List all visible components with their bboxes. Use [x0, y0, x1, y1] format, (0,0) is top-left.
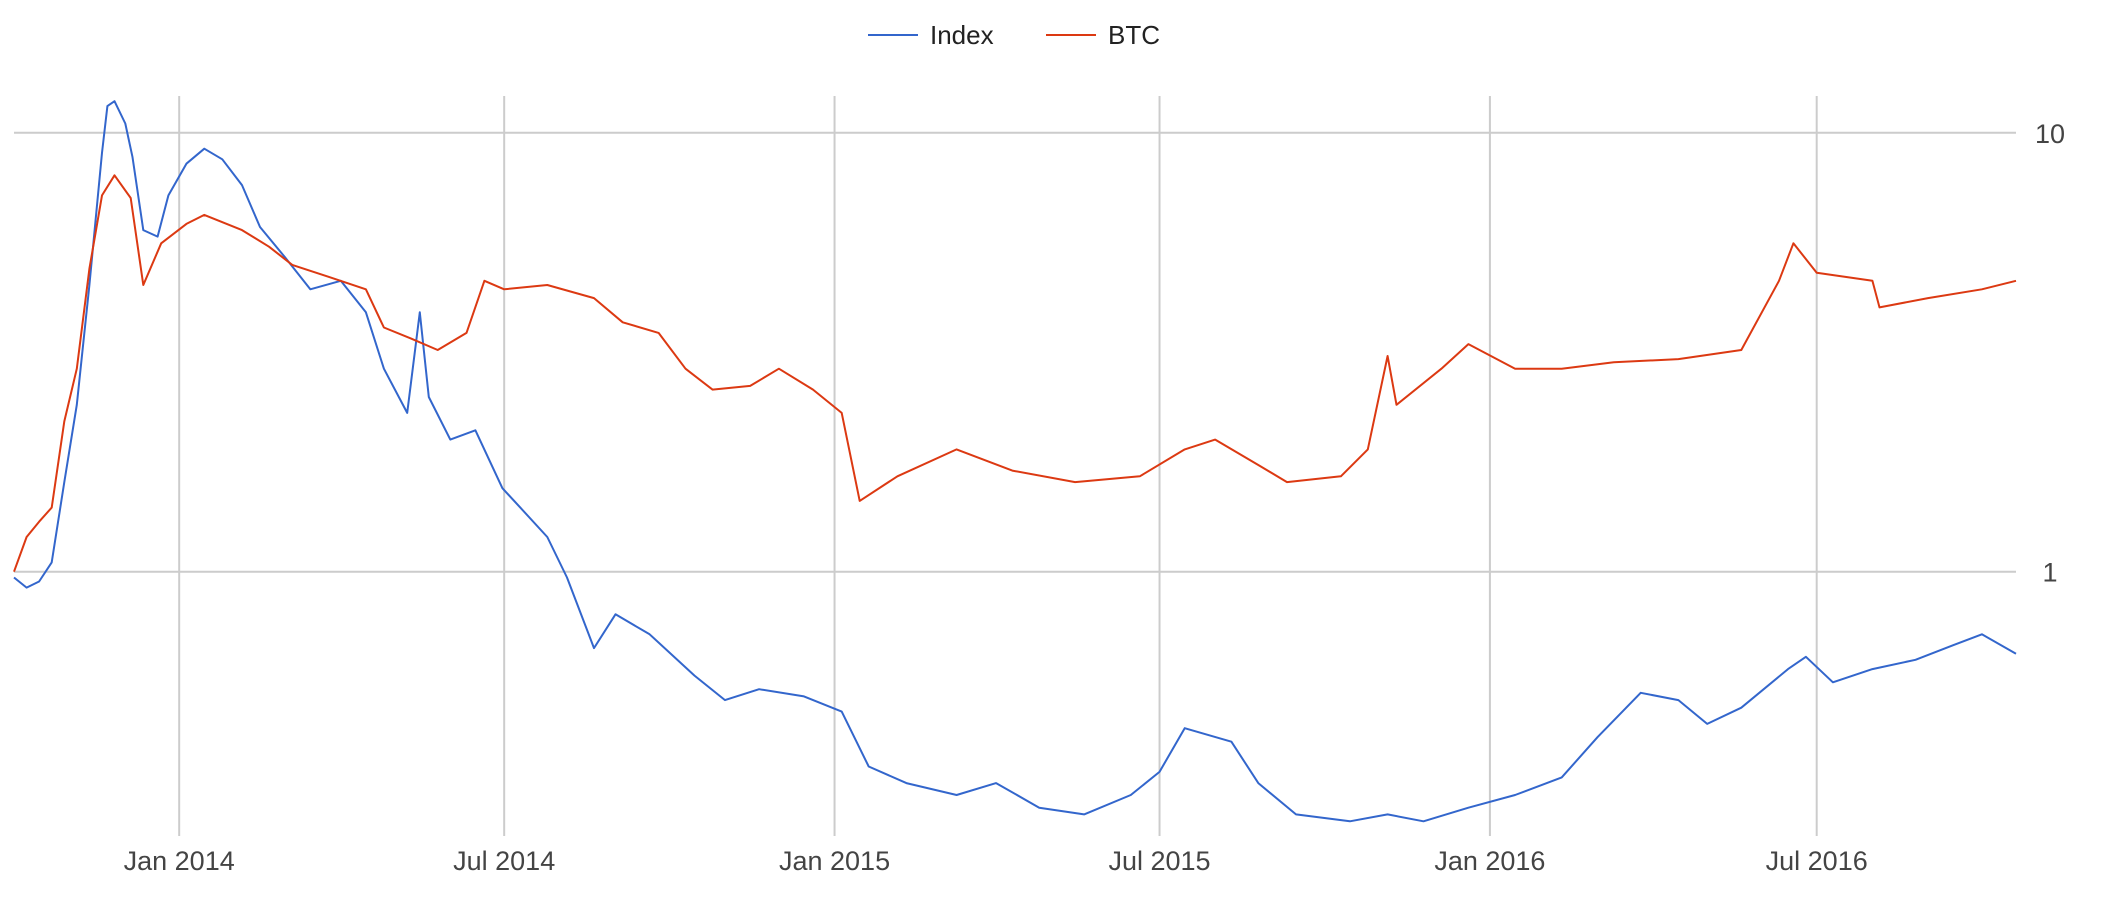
y-axis-labels: 1 10 — [2035, 119, 2065, 588]
legend-label-index: Index — [930, 20, 994, 50]
legend-label-btc: BTC — [1108, 20, 1160, 50]
series-line-btc — [13, 174, 2017, 573]
series-line-index — [13, 100, 2017, 823]
x-tick-label: Jan 2015 — [779, 846, 890, 876]
x-tick-label: Jul 2016 — [1766, 846, 1868, 876]
x-tick-label: Jan 2014 — [124, 846, 235, 876]
x-tick-label: Jul 2014 — [453, 846, 555, 876]
x-tick-label: Jul 2015 — [1108, 846, 1210, 876]
legend: Index BTC — [868, 20, 1160, 50]
y-tick-label: 10 — [2035, 119, 2065, 149]
y-tick-label: 1 — [2042, 558, 2057, 588]
x-axis-labels: Jan 2014 Jul 2014 Jan 2015 Jul 2015 Jan 2016… — [124, 846, 1868, 876]
gridlines — [14, 96, 2016, 836]
x-tick-label: Jan 2016 — [1434, 846, 1545, 876]
plot-area — [13, 100, 2017, 823]
